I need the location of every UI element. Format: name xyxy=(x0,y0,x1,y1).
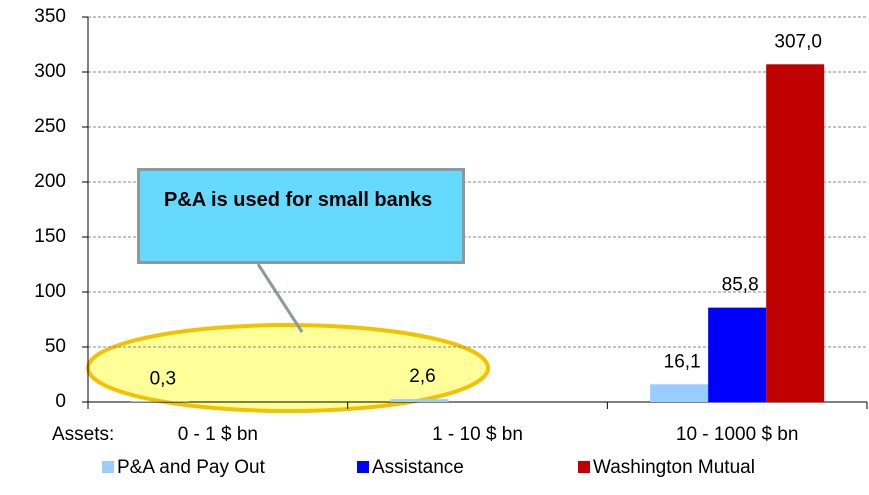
legend-label: Assistance xyxy=(372,457,464,478)
bar xyxy=(650,384,709,402)
legend-swatch xyxy=(102,461,114,473)
y-tick-label: 50 xyxy=(45,336,66,357)
x-axis-label: Assets: xyxy=(52,424,114,445)
y-tick-label: 250 xyxy=(34,116,66,137)
bar xyxy=(766,64,825,403)
y-tick-label: 0 xyxy=(55,391,66,412)
bar xyxy=(390,399,449,402)
data-label: 16,1 xyxy=(664,351,701,372)
callout-pointer xyxy=(256,263,304,333)
data-label: 0,3 xyxy=(150,369,176,390)
data-label: 307,0 xyxy=(774,31,822,52)
data-label: 85,8 xyxy=(722,275,759,296)
x-tick-label: 10 - 1000 $ bn xyxy=(676,424,799,445)
legend-swatch xyxy=(357,461,369,473)
y-tick-label: 350 xyxy=(34,6,66,27)
callout: P&A is used for small banks xyxy=(137,168,465,264)
y-tick-label: 300 xyxy=(34,61,66,82)
legend-label: P&A and Pay Out xyxy=(117,457,266,478)
legend-swatch xyxy=(578,461,590,473)
x-tick-label: 0 - 1 $ bn xyxy=(178,424,258,445)
x-tick-label: 1 - 10 $ bn xyxy=(432,424,523,445)
y-tick-label: 150 xyxy=(34,226,66,247)
data-label: 2,6 xyxy=(409,366,435,387)
legend-label: Washington Mutual xyxy=(593,457,755,478)
y-tick-label: 100 xyxy=(34,281,66,302)
bar xyxy=(708,307,767,402)
y-tick-label: 200 xyxy=(34,171,66,192)
